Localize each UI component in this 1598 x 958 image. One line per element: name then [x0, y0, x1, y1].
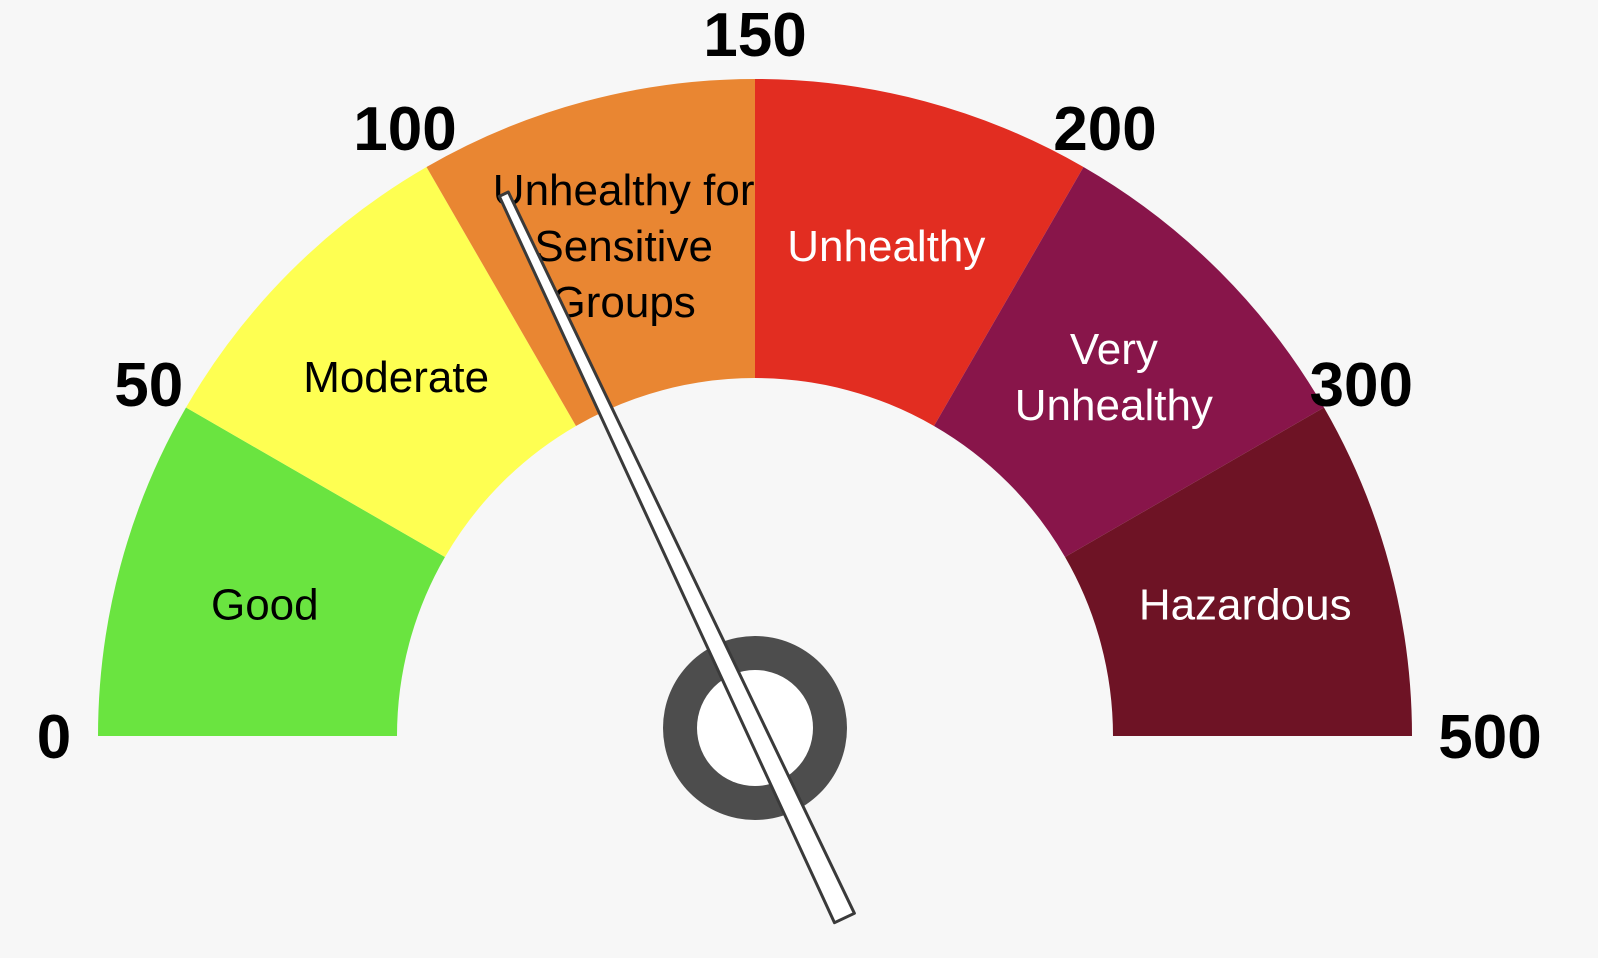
- band-label-very-unhealthy: Very Unhealthy: [1015, 325, 1213, 430]
- band-hazardous: [1065, 407, 1412, 736]
- tick-label-200: 200: [1053, 95, 1156, 164]
- tick-label-300: 300: [1309, 351, 1412, 420]
- band-good: [98, 407, 445, 736]
- band-moderate: [186, 167, 577, 558]
- band-very-unhealthy: [934, 167, 1324, 558]
- tick-label-50: 50: [114, 351, 183, 420]
- band-label-moderate: Moderate: [303, 353, 489, 402]
- tick-label-500: 500: [1438, 703, 1541, 772]
- gauge-bands: [98, 79, 1412, 736]
- band-label-hazardous: Hazardous: [1139, 581, 1352, 630]
- band-unhealthy: [755, 79, 1084, 426]
- tick-label-0: 0: [37, 703, 71, 772]
- tick-label-150: 150: [703, 1, 806, 70]
- gauge-tick-labels: 0 50 100 150 200 300 500: [37, 1, 1542, 772]
- gauge-needle: [497, 190, 856, 925]
- band-label-unhealthy: Unhealthy: [787, 222, 985, 271]
- needle: [497, 190, 856, 925]
- band-usg: [426, 79, 755, 426]
- tick-label-100: 100: [353, 95, 456, 164]
- band-label-good: Good: [211, 581, 319, 630]
- band-label-usg: Unhealthy for Sensitive Groups: [493, 166, 755, 327]
